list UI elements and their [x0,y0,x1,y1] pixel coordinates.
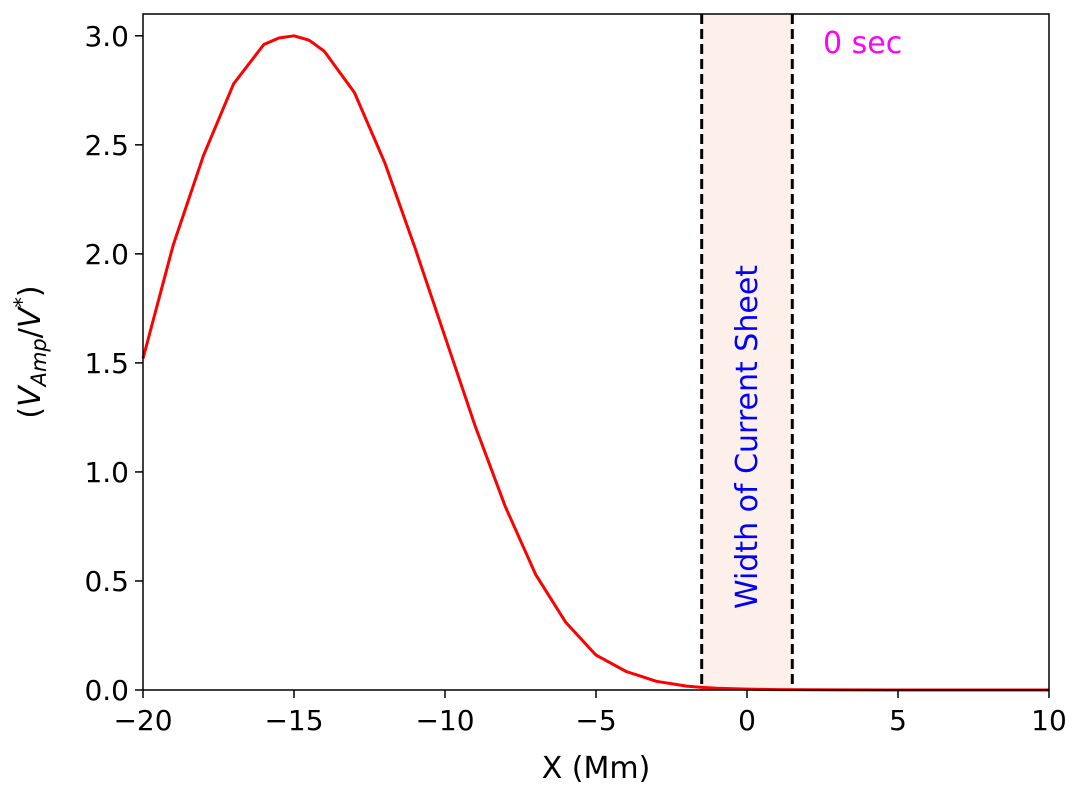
y-tick-label: 3.0 [84,20,129,53]
x-tick-label: 10 [1031,704,1067,737]
current-sheet-band [701,14,793,690]
time-annotation: 0 sec [823,26,902,61]
x-tick-label: −15 [264,704,323,737]
x-axis: −20 −15 −10 −5 0 5 10 [113,690,1067,737]
y-axis: 0.0 0.5 1.0 1.5 2.0 2.5 3.0 [84,20,143,707]
x-axis-label: X (Mm) [542,751,651,785]
y-label-slash: / [13,327,48,338]
current-sheet-label: Width of Current Sheet [730,265,765,609]
x-tick-label: 0 [738,704,756,737]
y-label-sub: Amp [27,338,51,388]
y-tick-label: 2.5 [84,129,129,162]
y-label-var: V [13,384,48,407]
y-tick-label: 0.0 [84,674,129,707]
y-tick-label: 1.0 [84,456,129,489]
y-tick-label: 0.5 [84,565,129,598]
y-label-open: ( [13,407,48,419]
x-tick-label: −5 [575,704,616,737]
y-axis-label: (VAmp/V*) [10,285,51,418]
y-label-sup: * [10,297,34,308]
x-tick-label: 5 [889,704,907,737]
y-tick-label: 2.0 [84,238,129,271]
y-tick-label: 1.5 [84,347,129,380]
x-tick-label: −20 [113,704,172,737]
x-tick-label: −10 [415,704,474,737]
y-label-var2: V [13,305,48,328]
y-label-close: ) [13,285,48,297]
